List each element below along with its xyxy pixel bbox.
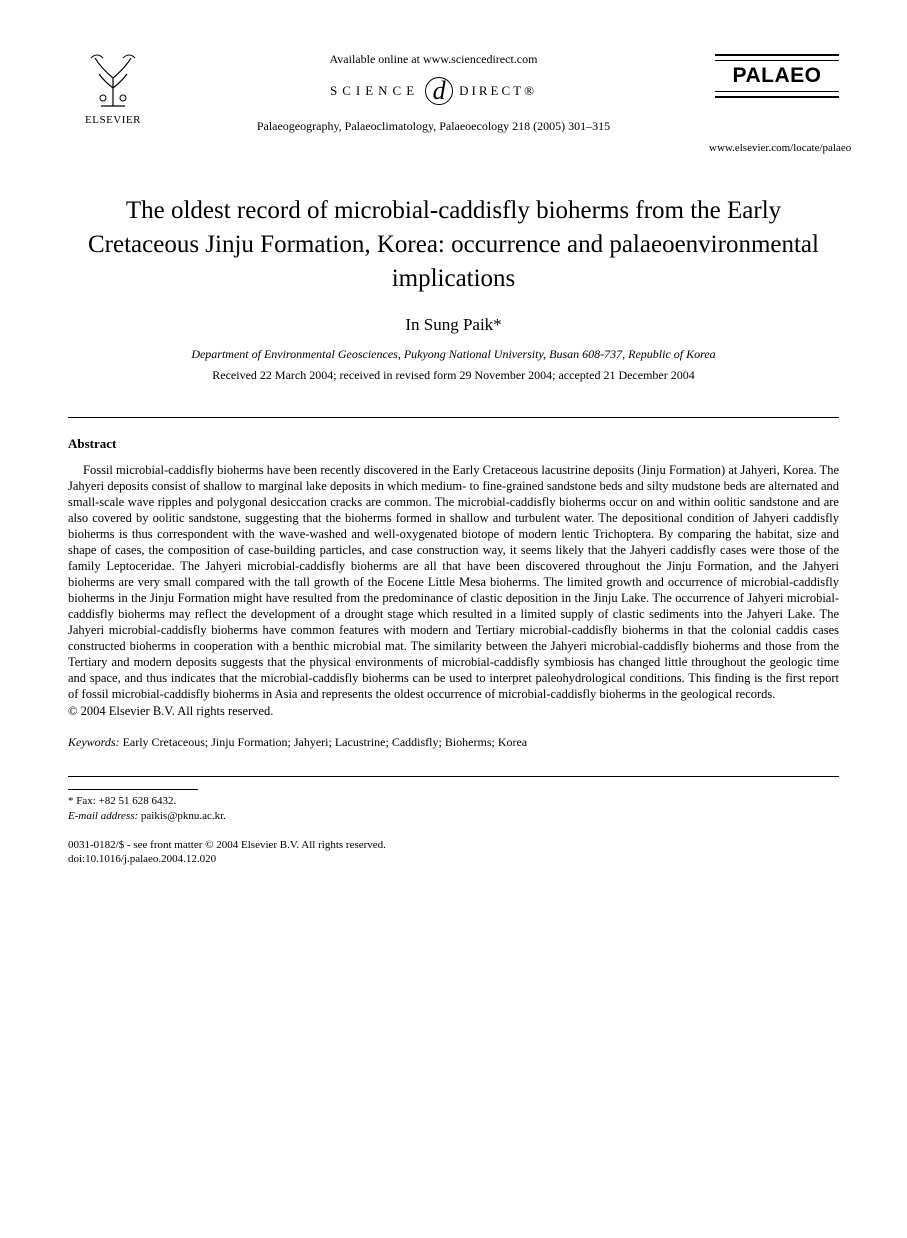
available-online-text: Available online at www.sciencedirect.co… xyxy=(158,52,709,67)
elsevier-tree-icon xyxy=(81,48,145,112)
sd-right-text: DIRECT® xyxy=(459,83,537,99)
header-center: Available online at www.sciencedirect.co… xyxy=(158,48,709,134)
journal-url: www.elsevier.com/locate/palaeo xyxy=(709,142,839,154)
page-header: ELSEVIER Available online at www.science… xyxy=(68,48,839,154)
fax-value: +82 51 628 6432. xyxy=(99,795,177,807)
front-matter-line: 0031-0182/$ - see front matter © 2004 El… xyxy=(68,838,839,852)
sd-left-text: SCIENCE xyxy=(330,83,419,99)
doi-line: doi:10.1016/j.palaeo.2004.12.020 xyxy=(68,852,839,866)
footnote-email: E-mail address: paikis@pknu.ac.kr. xyxy=(68,809,839,824)
keywords-value: Early Cretaceous; Jinju Formation; Jahye… xyxy=(123,735,528,749)
divider-top xyxy=(68,417,839,418)
footnote-block: * Fax: +82 51 628 6432. E-mail address: … xyxy=(68,794,839,824)
article-title: The oldest record of microbial-caddisfly… xyxy=(68,194,839,295)
keywords-label: Keywords: xyxy=(68,735,120,749)
footer-block: 0031-0182/$ - see front matter © 2004 El… xyxy=(68,838,839,867)
divider-bottom xyxy=(68,776,839,777)
keywords-line: Keywords: Early Cretaceous; Jinju Format… xyxy=(68,735,839,750)
sciencedirect-logo: SCIENCE d DIRECT® xyxy=(158,77,709,105)
journal-brand-box: PALAEO xyxy=(715,54,839,98)
fax-label: * Fax: xyxy=(68,795,96,807)
footnote-rule xyxy=(68,789,198,790)
email-value: paikis@pknu.ac.kr. xyxy=(141,810,226,822)
journal-reference: Palaeogeography, Palaeoclimatology, Pala… xyxy=(158,119,709,134)
footnote-fax: * Fax: +82 51 628 6432. xyxy=(68,794,839,809)
publisher-logo-block: ELSEVIER xyxy=(68,48,158,126)
abstract-heading: Abstract xyxy=(68,436,839,452)
abstract-body: Fossil microbial-caddisfly bioherms have… xyxy=(68,462,839,702)
header-right: PALAEO www.elsevier.com/locate/palaeo xyxy=(709,48,839,154)
sd-at-icon: d xyxy=(425,77,453,105)
author-affiliation: Department of Environmental Geosciences,… xyxy=(68,347,839,362)
author-name: In Sung Paik* xyxy=(68,315,839,335)
email-label: E-mail address: xyxy=(68,810,138,822)
abstract-copyright: © 2004 Elsevier B.V. All rights reserved… xyxy=(68,704,839,719)
article-dates: Received 22 March 2004; received in revi… xyxy=(68,368,839,383)
publisher-label: ELSEVIER xyxy=(68,114,158,126)
